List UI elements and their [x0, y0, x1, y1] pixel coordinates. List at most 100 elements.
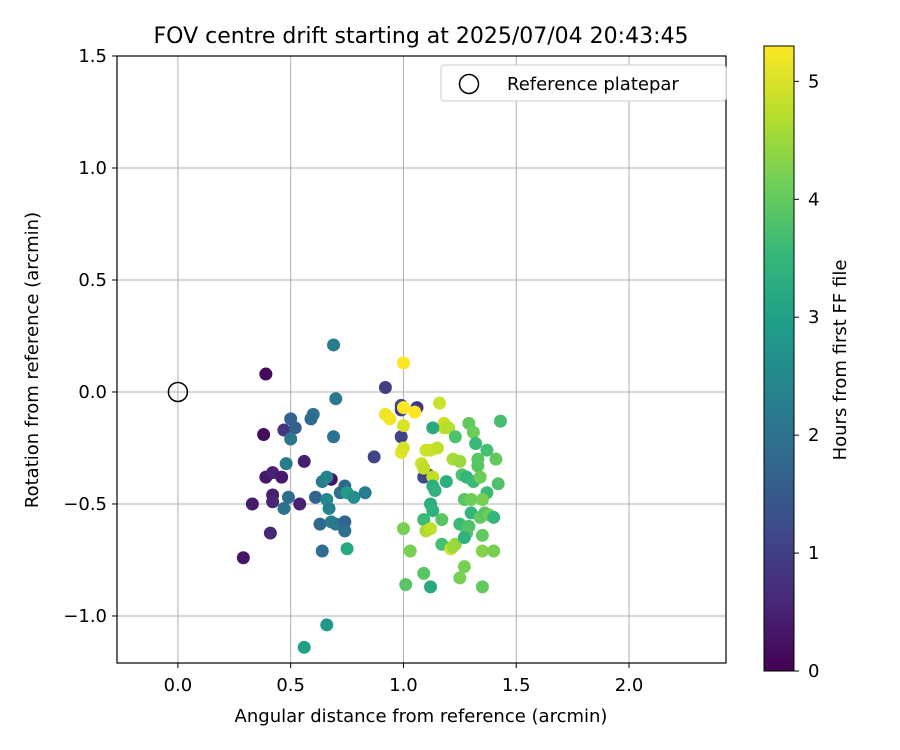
y-tick-label: 0.0	[78, 382, 107, 403]
scatter-point	[284, 432, 298, 446]
colorbar-gradient	[763, 45, 795, 672]
scatter-point	[487, 510, 501, 524]
scatter-point	[320, 618, 334, 632]
scatter-point	[417, 566, 431, 580]
scatter-points	[236, 338, 507, 654]
scatter-point	[491, 477, 505, 491]
x-tick-label: 0.5	[276, 675, 305, 696]
scatter-point	[424, 580, 438, 594]
scatter-point	[466, 425, 480, 439]
legend-box	[440, 64, 727, 102]
scatter-point	[435, 513, 449, 527]
scatter-point	[308, 490, 322, 504]
x-axis-label: Angular distance from reference (arcmin)	[235, 706, 608, 727]
scatter-point	[281, 490, 295, 504]
scatter-point	[259, 367, 273, 381]
legend-marker-open-circle	[458, 73, 480, 95]
scatter-point	[327, 430, 341, 444]
y-tick-label: −1.0	[63, 606, 107, 627]
scatter-point	[426, 470, 440, 484]
scatter-point	[480, 443, 494, 457]
scatter-point	[457, 531, 471, 545]
scatter-point	[471, 459, 485, 473]
scatter-point	[338, 524, 352, 538]
scatter-point	[358, 486, 372, 500]
scatter-point	[394, 430, 408, 444]
scatter-point	[489, 452, 503, 466]
scatter-point	[340, 542, 354, 556]
scatter-point	[453, 571, 467, 585]
scatter-point	[469, 436, 483, 450]
y-axis-label: Rotation from reference (arcmin)	[22, 212, 43, 508]
scatter-point	[448, 430, 462, 444]
scatter-point	[315, 544, 329, 558]
scatter-point	[378, 380, 392, 394]
scatter-point	[475, 544, 489, 558]
scatter-point	[426, 504, 440, 518]
scatter-point	[473, 470, 487, 484]
x-tick-label: 2.0	[615, 675, 644, 696]
scatter-point	[439, 475, 453, 489]
scatter-point	[313, 517, 327, 531]
scatter-point	[297, 454, 311, 468]
colorbar-tick-label: 5	[808, 71, 819, 92]
colorbar-tick-label: 1	[808, 543, 819, 564]
chart-title: FOV centre drift starting at 2025/07/04 …	[154, 24, 689, 49]
scatter-point	[442, 421, 456, 435]
y-tick-label: 0.5	[78, 270, 107, 291]
scatter-point	[275, 470, 289, 484]
scatter-point	[288, 421, 302, 435]
scatter-point	[399, 578, 413, 592]
scatter-point	[430, 441, 444, 455]
scatter-point	[464, 492, 478, 506]
scatter-point	[320, 470, 334, 484]
y-tick-label: 1.0	[78, 158, 107, 179]
scatter-point	[236, 551, 250, 565]
scatter-point	[245, 497, 259, 511]
scatter-point	[277, 423, 291, 437]
scatter-point	[453, 454, 467, 468]
scatter-point	[457, 560, 471, 574]
scatter-point	[396, 522, 410, 536]
axes-frame	[116, 55, 727, 664]
scatter-point	[428, 484, 442, 498]
axis-ticks: 0.0 0.5 1.0 1.5 2.0 −1.0 −0.5 0.0 0.5 1.0 1.5	[63, 46, 643, 696]
colorbar-ticks: 0 1 2 3 4 5	[794, 71, 819, 682]
colorbar: 0 1 2 3 4 5 Hours from first FF file	[763, 45, 851, 682]
scatter-point	[304, 412, 318, 426]
scatter-point	[417, 513, 431, 527]
scatter-point	[396, 356, 410, 370]
scatter-point	[338, 515, 352, 529]
scatter-point	[403, 544, 417, 558]
scatter-point	[396, 419, 410, 433]
colorbar-tick-label: 0	[808, 661, 819, 682]
scatter-point	[367, 450, 381, 464]
colorbar-tick-label: 4	[808, 189, 819, 210]
scatter-point	[347, 490, 361, 504]
y-tick-label: −0.5	[63, 494, 107, 515]
scatter-point	[426, 421, 440, 435]
colorbar-label: Hours from first FF file	[830, 260, 851, 461]
scatter-point	[487, 544, 501, 558]
scatter-point	[293, 497, 307, 511]
scatter-point	[396, 441, 410, 455]
scatter-point	[446, 540, 460, 554]
x-tick-label: 0.0	[164, 675, 193, 696]
scatter-point	[279, 457, 293, 471]
colorbar-tick-label: 2	[808, 425, 819, 446]
x-tick-label: 1.5	[502, 675, 531, 696]
scatter-point	[329, 392, 343, 406]
scatter-point	[417, 461, 431, 475]
legend-label: Reference platepar	[507, 74, 679, 95]
scatter-point	[475, 528, 489, 542]
scatter-point	[424, 522, 438, 536]
scatter-point	[396, 401, 410, 415]
scatter-point	[475, 492, 489, 506]
scatter-point	[433, 396, 447, 410]
scatter-point	[257, 428, 271, 442]
reference-platepar-marker	[167, 381, 189, 403]
scatter-point	[277, 501, 291, 515]
scatter-point	[266, 495, 280, 509]
